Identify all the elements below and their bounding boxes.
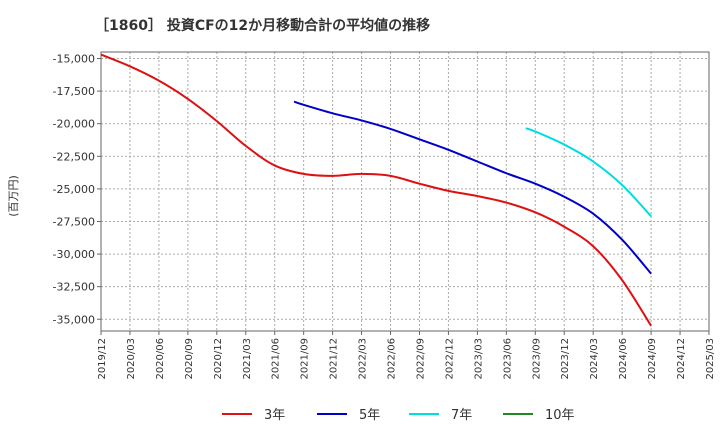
x-tick-label: 2024/06 (618, 338, 629, 380)
y-tick-label: -27,500 (53, 215, 95, 228)
y-tick-label: -20,000 (53, 118, 95, 131)
plot-frame (100, 51, 710, 332)
x-tick-label: 2020/12 (213, 338, 224, 380)
series-line-1 (293, 100, 652, 275)
chart-title: ［1860］ 投資CFの12か月移動合計の平均値の推移 (95, 17, 430, 34)
x-tick-label: 2023/12 (560, 338, 571, 380)
legend: 3年 5年 7年 10年 (222, 408, 575, 423)
legend-label-2: 7年 (451, 408, 472, 423)
x-tick-label: 2021/03 (242, 338, 253, 380)
x-tick-label: 2022/06 (387, 338, 398, 380)
legend-label-0: 3年 (264, 408, 285, 423)
grid (100, 52, 710, 331)
x-tick-label: 2021/06 (271, 338, 282, 380)
y-axis-label: (百万円) (7, 175, 20, 217)
x-tick-label: 2024/03 (589, 338, 600, 380)
x-tick-label: 2022/09 (415, 338, 426, 380)
x-tick-label: 2023/09 (531, 338, 542, 380)
y-tick-label: -35,000 (53, 313, 95, 326)
x-axis: 2019/12 2020/03 2020/06 2020/09 2020/12 2021/… (97, 331, 716, 380)
series-group (100, 53, 652, 327)
legend-label-1: 5年 (359, 408, 380, 423)
y-tick-label: -30,000 (53, 248, 95, 261)
x-tick-label: 2019/12 (97, 338, 108, 380)
y-tick-label: -22,500 (53, 150, 95, 163)
x-tick-label: 2021/12 (329, 338, 340, 380)
x-tick-label: 2020/09 (184, 338, 195, 380)
x-tick-label: 2020/03 (126, 338, 137, 380)
x-tick-label: 2023/06 (502, 338, 513, 380)
y-axis: -15,000 -17,500 -20,000 -22,500 -25,000 -27,5… (53, 53, 101, 326)
legend-label-3: 10年 (545, 408, 575, 423)
x-tick-label: 2024/12 (676, 338, 687, 380)
y-tick-label: -32,500 (53, 281, 95, 294)
x-tick-label: 2024/09 (647, 338, 658, 380)
series-line-0 (100, 53, 652, 327)
y-tick-label: -15,000 (53, 53, 95, 66)
y-tick-label: -17,500 (53, 85, 95, 98)
x-tick-label: 2021/09 (300, 338, 311, 380)
x-tick-label: 2022/12 (444, 338, 455, 380)
series-line-2 (525, 127, 652, 217)
x-tick-label: 2022/03 (358, 338, 369, 380)
x-tick-label: 2020/06 (155, 338, 166, 380)
y-tick-label: -25,000 (53, 183, 95, 196)
x-tick-label: 2025/03 (705, 338, 716, 380)
x-tick-label: 2023/03 (473, 338, 484, 380)
